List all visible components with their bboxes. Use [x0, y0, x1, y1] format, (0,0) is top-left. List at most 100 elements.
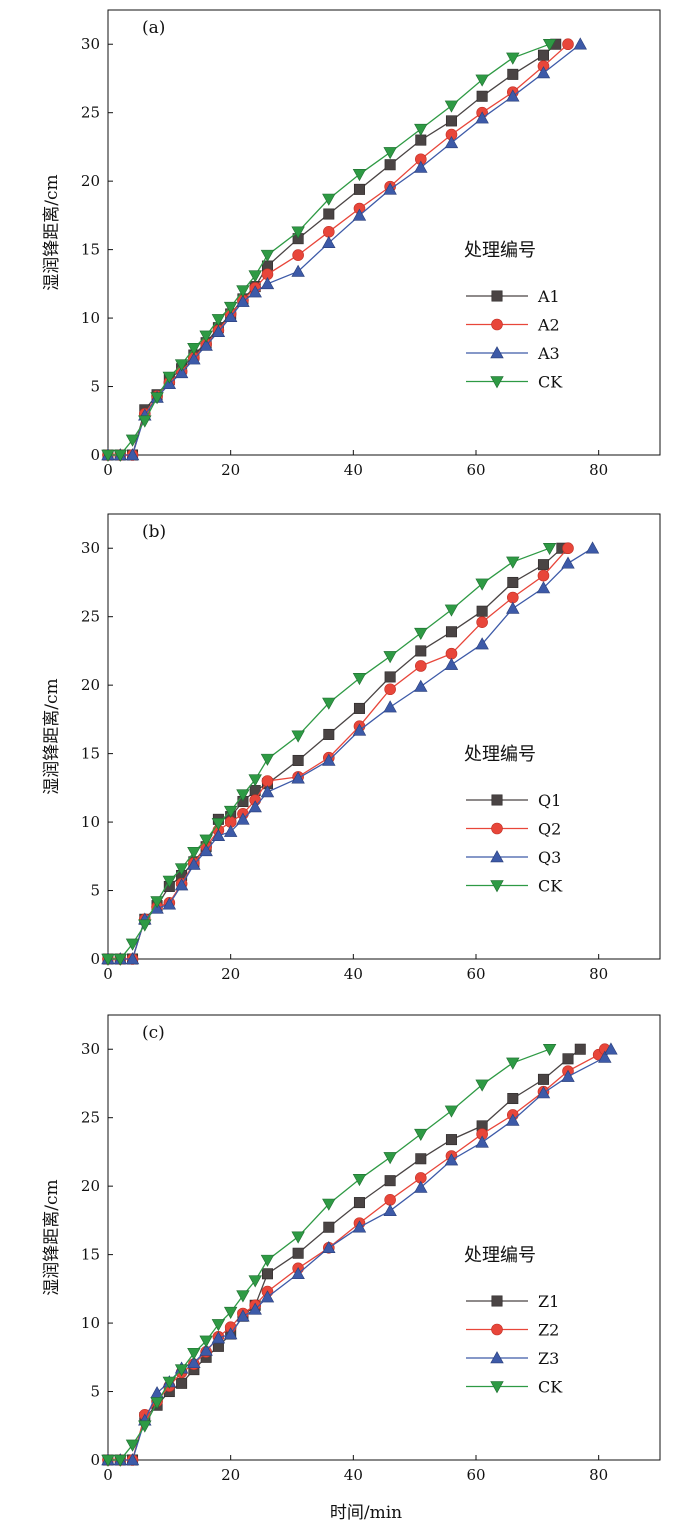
data-point [537, 1073, 549, 1085]
data-point [506, 1057, 520, 1070]
x-axis-title: 时间/min [330, 1503, 402, 1523]
data-point [475, 1135, 489, 1148]
panel-label: (a) [142, 18, 165, 38]
data-point [383, 651, 397, 664]
data-point [223, 309, 238, 322]
data-point [101, 1454, 115, 1467]
x-tick-label: 60 [466, 965, 485, 983]
data-point [322, 235, 336, 249]
data-point [260, 249, 275, 262]
data-point [384, 683, 396, 696]
data-point [536, 581, 551, 594]
data-point [537, 49, 549, 61]
data-point [475, 1079, 489, 1092]
data-point [211, 1331, 226, 1344]
y-tick-label: 30 [81, 1040, 100, 1058]
y-tick-label: 25 [81, 608, 100, 626]
y-tick-label: 30 [81, 539, 100, 557]
data-point [291, 1231, 305, 1244]
data-point [384, 1175, 396, 1187]
data-point [174, 1364, 189, 1377]
data-point [292, 754, 304, 766]
y-tick-label: 5 [90, 378, 100, 396]
data-point [506, 591, 519, 604]
data-point [291, 730, 305, 743]
data-point [537, 559, 549, 571]
data-point [574, 1043, 586, 1055]
data-point [537, 569, 550, 582]
y-tick-label: 25 [81, 104, 100, 122]
data-point [261, 1268, 273, 1280]
data-point [562, 38, 574, 51]
legend-entry-Z3: Z3 [538, 1349, 559, 1368]
data-point [187, 1347, 201, 1361]
legend-swatch-marker [490, 880, 504, 893]
y-tick-label: 10 [81, 1314, 100, 1332]
legend-entry-CK: CK [538, 1378, 563, 1397]
data-point [445, 115, 457, 127]
data-point [248, 800, 262, 813]
data-point [211, 1319, 226, 1332]
data-point [414, 1180, 428, 1193]
legend-entry-A2: A2 [537, 316, 560, 335]
data-point [211, 314, 226, 327]
legend: 处理编号 Z1 Z2 Z3 CK [464, 1245, 563, 1397]
series-CK [101, 38, 557, 462]
series-Z3 [101, 1042, 618, 1466]
y-tick-label: 10 [81, 813, 100, 831]
data-point [384, 671, 396, 683]
y-tick-label: 30 [81, 35, 100, 53]
data-point [291, 771, 305, 784]
data-point [187, 857, 201, 870]
data-point [125, 938, 140, 951]
data-point [101, 449, 115, 462]
data-point [383, 1152, 397, 1165]
data-point [138, 919, 152, 932]
data-point [414, 160, 428, 173]
y-axis-title: 湿润锋距离/cm [42, 174, 62, 290]
data-point [542, 38, 557, 52]
data-point [507, 1093, 519, 1105]
data-point [291, 264, 305, 277]
legend-swatch-marker [490, 346, 504, 359]
y-tick-label: 5 [90, 882, 100, 900]
y-tick-label: 20 [81, 1177, 100, 1195]
data-point [211, 828, 226, 842]
data-point [236, 294, 250, 307]
data-point [506, 89, 520, 102]
legend-swatch-marker [491, 1295, 503, 1307]
y-tick-label: 25 [81, 1109, 100, 1127]
data-point [125, 952, 140, 965]
x-tick-label: 20 [221, 965, 240, 983]
data-point [187, 1355, 201, 1369]
data-point [476, 90, 488, 102]
data-point [542, 1043, 557, 1057]
data-point [292, 249, 304, 261]
data-point [507, 576, 519, 588]
data-point [199, 1335, 213, 1348]
data-point [236, 1290, 250, 1303]
legend-title: 处理编号 [464, 240, 536, 261]
legend: 处理编号 Q1 Q2 Q3 CK [464, 744, 563, 896]
x-tick-label: 40 [344, 1466, 363, 1484]
data-point [445, 626, 457, 638]
data-point [475, 637, 489, 650]
legend-swatch-marker [491, 794, 503, 806]
data-point [323, 1221, 335, 1233]
y-tick-label: 10 [81, 309, 100, 327]
data-point [322, 753, 336, 766]
data-point [476, 616, 488, 628]
x-tick-label: 20 [221, 1466, 240, 1484]
plot-frame [107, 9, 661, 456]
data-point [536, 1086, 551, 1099]
data-point [260, 785, 275, 798]
data-point [223, 824, 238, 837]
legend-entry-CK: CK [538, 373, 563, 392]
data-point [352, 673, 367, 686]
data-point [383, 700, 397, 713]
data-point [248, 285, 262, 298]
data-point [176, 1377, 188, 1389]
legend-swatch-marker [490, 850, 504, 863]
legend-swatch-marker [491, 822, 503, 835]
data-point [542, 542, 557, 556]
